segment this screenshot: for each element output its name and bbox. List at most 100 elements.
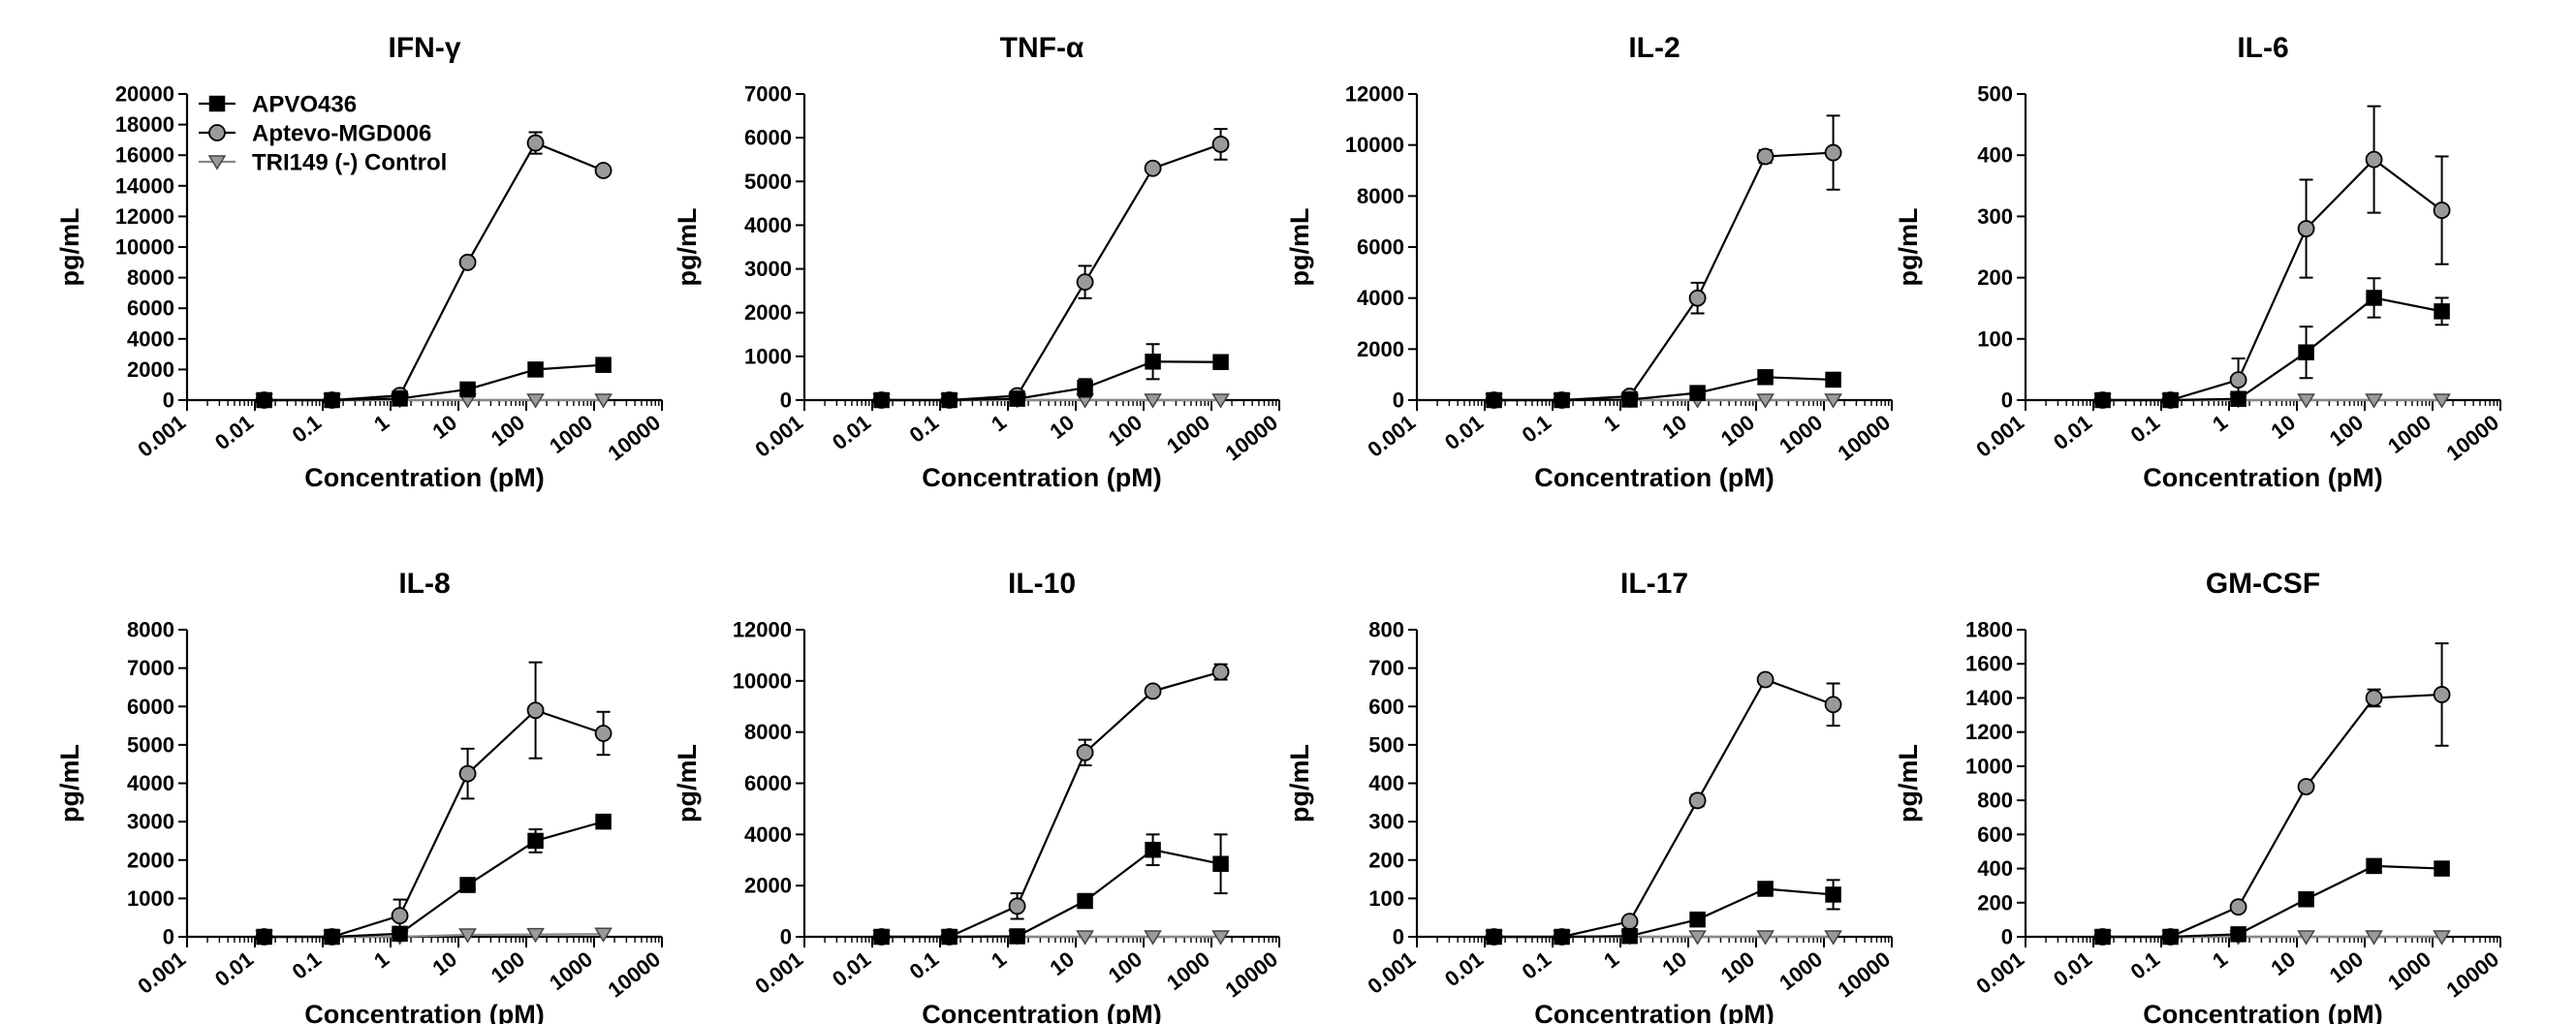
data-point bbox=[1757, 881, 1774, 897]
data-point bbox=[527, 832, 544, 850]
series-aptevo-mgd006 bbox=[1485, 114, 1842, 409]
series-line bbox=[264, 141, 604, 402]
data-point bbox=[526, 701, 545, 720]
data-point bbox=[1554, 391, 1570, 409]
chart-title: IL-10 bbox=[1008, 568, 1076, 600]
legend-label: Aptevo-MGD006 bbox=[252, 121, 431, 147]
x-tick-label: 0.01 bbox=[1440, 946, 1488, 991]
x-tick-label: 0.001 bbox=[1971, 946, 2028, 999]
series-aptevo-mgd006 bbox=[2093, 105, 2451, 409]
y-tick-label: 2000 bbox=[127, 357, 174, 382]
data-point bbox=[2434, 303, 2450, 320]
x-tick-label: 0.01 bbox=[828, 410, 875, 454]
data-point bbox=[2162, 928, 2179, 946]
series-line bbox=[881, 849, 1221, 939]
chart-title: IL-17 bbox=[1620, 568, 1688, 600]
data-point bbox=[1145, 841, 1161, 858]
data-point bbox=[1621, 391, 1638, 408]
y-axis-label: pg/mL bbox=[1894, 744, 1923, 822]
data-point bbox=[458, 928, 477, 944]
data-point bbox=[941, 928, 958, 946]
series-apvo436 bbox=[256, 813, 612, 946]
y-tick-label: 700 bbox=[1368, 656, 1404, 680]
data-point bbox=[391, 907, 409, 925]
y-tick-label: 1200 bbox=[1965, 720, 2013, 744]
data-point bbox=[2230, 926, 2246, 943]
data-point bbox=[1076, 743, 1094, 761]
x-tick-label: 0.001 bbox=[1363, 946, 1420, 999]
data-point bbox=[1689, 911, 1706, 928]
data-point bbox=[459, 381, 476, 398]
series-line bbox=[1493, 678, 1834, 939]
data-point bbox=[256, 391, 272, 409]
x-tick-label: 0.1 bbox=[288, 410, 326, 448]
x-tick-label: 10000 bbox=[2441, 946, 2503, 1002]
series-apvo436 bbox=[2094, 857, 2450, 946]
y-tick-label: 4000 bbox=[127, 771, 174, 795]
data-point bbox=[1211, 393, 1230, 409]
y-tick-label: 12000 bbox=[1345, 82, 1404, 107]
data-point bbox=[1824, 696, 1842, 714]
data-point bbox=[2433, 686, 2451, 703]
x-tick-label: 100 bbox=[1716, 410, 1759, 450]
data-point bbox=[1077, 892, 1093, 910]
y-tick-label: 1000 bbox=[1965, 754, 2013, 778]
data-point bbox=[2094, 391, 2111, 409]
x-tick-label: 100 bbox=[487, 946, 529, 987]
data-point bbox=[1486, 391, 1502, 409]
y-tick-label: 7000 bbox=[744, 82, 792, 107]
data-point bbox=[594, 393, 613, 409]
y-tick-label: 8000 bbox=[127, 618, 174, 642]
series-apvo436 bbox=[1486, 879, 1841, 946]
x-tick-label: 10000 bbox=[1220, 410, 1282, 465]
data-point bbox=[2229, 898, 2247, 916]
data-point bbox=[594, 162, 613, 179]
x-tick-label: 10 bbox=[1045, 946, 1079, 980]
y-tick-label: 1600 bbox=[1965, 652, 2013, 676]
x-axis-label: Concentration (pM) bbox=[2143, 1000, 2382, 1024]
x-tick-label: 0.1 bbox=[1518, 946, 1555, 984]
series-apvo436 bbox=[2094, 277, 2450, 409]
x-tick-label: 0.01 bbox=[210, 946, 258, 991]
data-point bbox=[2162, 391, 2179, 409]
y-tick-label: 2000 bbox=[127, 848, 174, 872]
series-line bbox=[2102, 864, 2442, 939]
series-apvo436 bbox=[256, 357, 612, 409]
legend-marker bbox=[208, 124, 226, 141]
data-point bbox=[2434, 860, 2450, 877]
x-tick-label: 0.1 bbox=[2126, 946, 2164, 984]
y-tick-label: 200 bbox=[1977, 265, 2013, 290]
x-tick-label: 10 bbox=[2266, 946, 2300, 980]
x-tick-label: 1000 bbox=[545, 946, 597, 995]
y-tick-label: 10000 bbox=[733, 668, 792, 693]
x-tick-label: 0.001 bbox=[1363, 410, 1420, 462]
data-point bbox=[1688, 791, 1707, 810]
y-axis-label: pg/mL bbox=[55, 208, 84, 287]
data-point bbox=[1009, 928, 1025, 945]
y-tick-label: 100 bbox=[1368, 886, 1404, 911]
x-tick-label: 10 bbox=[427, 946, 461, 980]
x-tick-label: 10 bbox=[427, 410, 461, 444]
y-tick-label: 600 bbox=[1977, 822, 2013, 847]
series-aptevo-mgd006 bbox=[1485, 670, 1842, 946]
y-tick-label: 0 bbox=[1393, 388, 1404, 413]
y-tick-label: 500 bbox=[1977, 82, 2013, 107]
legend-label: APVO436 bbox=[252, 92, 357, 118]
x-tick-label: 10 bbox=[2266, 410, 2300, 444]
series-line bbox=[264, 821, 604, 939]
x-tick-label: 1 bbox=[987, 410, 1011, 436]
data-point bbox=[2230, 390, 2246, 407]
data-point bbox=[2297, 220, 2315, 237]
series-apvo436 bbox=[1486, 369, 1841, 409]
data-point bbox=[2297, 930, 2315, 946]
data-point bbox=[1212, 855, 1229, 872]
x-tick-label: 0.001 bbox=[133, 410, 190, 462]
chart-panel-5: IL-8 0 1000 2000 3000 4000 5000 6000 7000 8000 0.0… bbox=[55, 568, 665, 1024]
x-axis-label: Concentration (pM) bbox=[1534, 1000, 1774, 1024]
y-tick-label: 0 bbox=[2001, 925, 2013, 949]
y-tick-label: 6000 bbox=[744, 771, 792, 795]
x-tick-label: 10000 bbox=[603, 410, 665, 465]
data-point bbox=[1144, 393, 1162, 409]
series-line bbox=[1493, 887, 1834, 939]
data-point bbox=[1211, 136, 1230, 153]
